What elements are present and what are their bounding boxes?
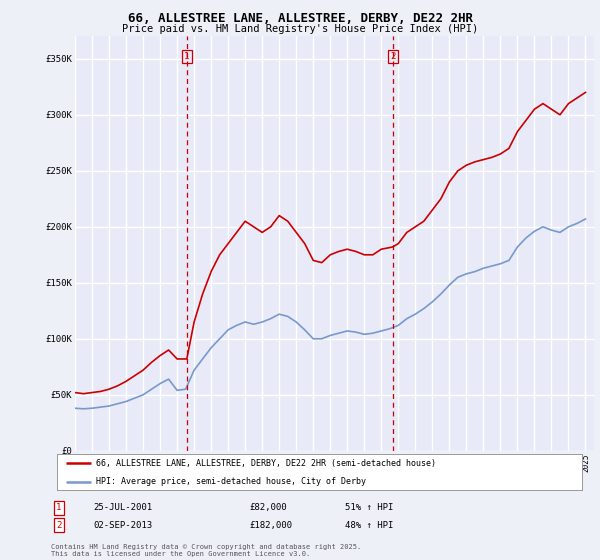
Text: 02-SEP-2013: 02-SEP-2013 <box>93 521 152 530</box>
Text: 48% ↑ HPI: 48% ↑ HPI <box>345 521 394 530</box>
Text: 66, ALLESTREE LANE, ALLESTREE, DERBY, DE22 2HR: 66, ALLESTREE LANE, ALLESTREE, DERBY, DE… <box>128 12 473 25</box>
Text: 51% ↑ HPI: 51% ↑ HPI <box>345 503 394 512</box>
Text: 66, ALLESTREE LANE, ALLESTREE, DERBY, DE22 2HR (semi-detached house): 66, ALLESTREE LANE, ALLESTREE, DERBY, DE… <box>97 459 436 468</box>
Text: HPI: Average price, semi-detached house, City of Derby: HPI: Average price, semi-detached house,… <box>97 477 367 486</box>
Text: 1: 1 <box>56 503 61 512</box>
Text: £82,000: £82,000 <box>249 503 287 512</box>
Text: £182,000: £182,000 <box>249 521 292 530</box>
Text: 25-JUL-2001: 25-JUL-2001 <box>93 503 152 512</box>
Text: Contains HM Land Registry data © Crown copyright and database right 2025.
This d: Contains HM Land Registry data © Crown c… <box>51 544 361 557</box>
Text: 1: 1 <box>184 52 190 61</box>
Text: 2: 2 <box>56 521 61 530</box>
Text: Price paid vs. HM Land Registry's House Price Index (HPI): Price paid vs. HM Land Registry's House … <box>122 24 478 34</box>
Text: 2: 2 <box>390 52 395 61</box>
